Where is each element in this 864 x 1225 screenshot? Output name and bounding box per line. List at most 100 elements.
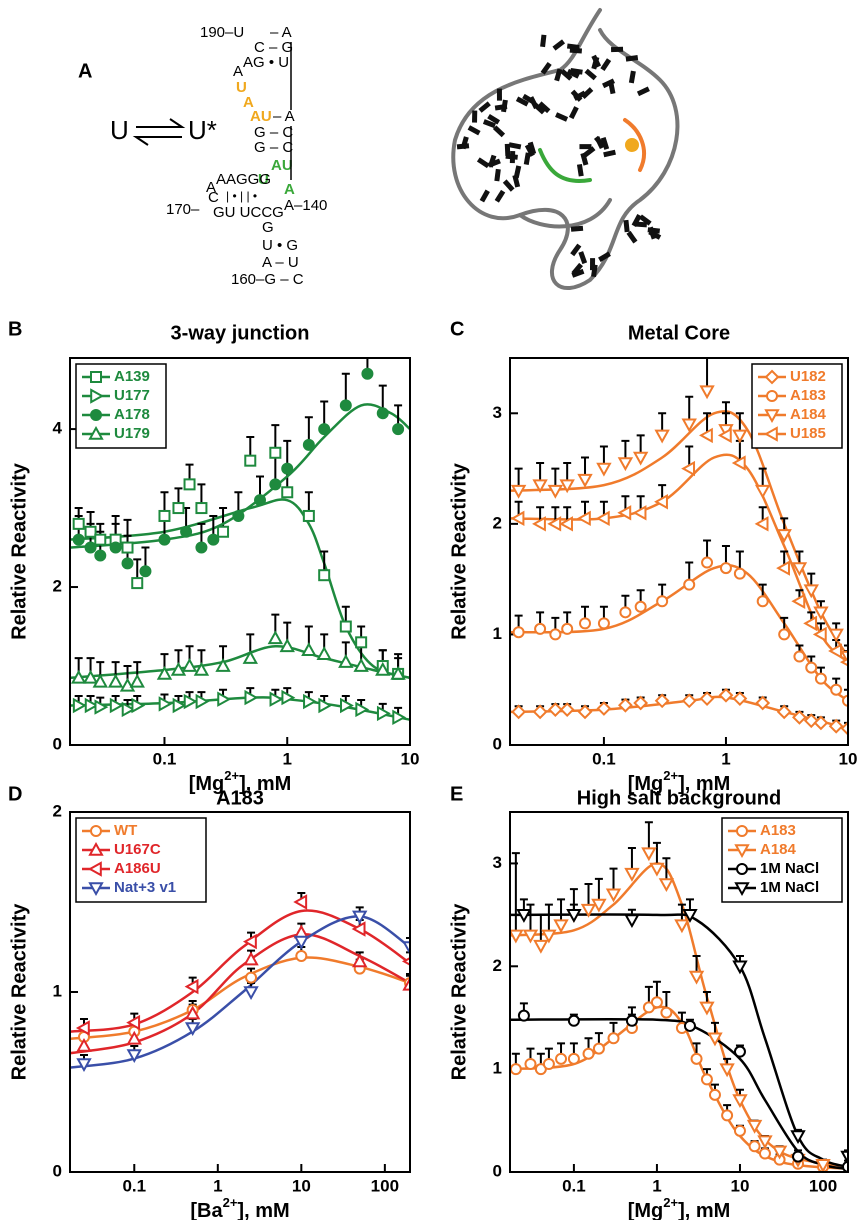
marker: [269, 446, 282, 459]
marker: [318, 569, 331, 582]
base: [568, 106, 579, 120]
marker: [254, 494, 267, 507]
marker: [512, 626, 525, 639]
marker: [632, 505, 647, 521]
equilibrium-arrows: [132, 118, 186, 146]
error-bar: [406, 937, 410, 947]
panel-a: A U U* 190–U – A C – G AG • U A U A AU –…: [78, 8, 680, 291]
marker: [84, 697, 99, 714]
x-axis-label-part: [Mg: [628, 773, 664, 795]
marker: [736, 863, 748, 875]
marker: [803, 584, 819, 599]
base: [533, 102, 546, 115]
marker: [129, 673, 145, 688]
legend-label: U185: [790, 425, 826, 442]
marker: [90, 388, 105, 404]
backbone: [451, 8, 680, 291]
marker: [121, 541, 134, 554]
chart: B 3-way junction Relative Reactivity [Mg2+]…: [8, 318, 419, 795]
base: [602, 78, 616, 89]
marker: [641, 847, 657, 862]
marker: [828, 628, 844, 643]
marker: [318, 697, 333, 714]
x-axis-label: [Mg2+], mM: [628, 1195, 731, 1220]
base: [505, 153, 518, 160]
error-bar: [511, 852, 520, 936]
base: [540, 61, 552, 75]
chart-title: Metal Core: [628, 322, 730, 344]
marker: [719, 562, 732, 575]
marker: [90, 371, 102, 383]
x-axis-label-part: ], mM: [678, 1200, 730, 1220]
marker: [293, 935, 310, 950]
marker: [532, 516, 546, 532]
legend-label: WT: [114, 822, 137, 839]
legend-label: A183: [790, 387, 826, 404]
base: [502, 179, 515, 192]
orange-region: [623, 118, 646, 172]
error-bar: [406, 951, 410, 962]
marker: [733, 1124, 746, 1137]
marker: [595, 510, 610, 527]
base: [584, 68, 597, 81]
marker: [577, 704, 593, 720]
legend: WT U167C A186U Nat+3 v1: [75, 817, 207, 903]
marker: [699, 1001, 715, 1016]
marker: [567, 1052, 580, 1065]
marker: [352, 910, 368, 925]
marker: [656, 595, 669, 608]
marker: [748, 1140, 761, 1153]
marker: [764, 369, 780, 385]
x-axis-label-part: [Mg: [189, 773, 225, 795]
marker: [316, 646, 332, 660]
base: [647, 226, 657, 240]
marker: [746, 1119, 763, 1134]
base: [638, 214, 652, 226]
x-tick-label: 100: [371, 1176, 399, 1195]
base: [494, 168, 501, 182]
marker: [242, 650, 258, 664]
y-tick-label: 0: [493, 734, 502, 753]
marker: [244, 689, 259, 706]
marker: [281, 486, 294, 499]
marker: [793, 650, 806, 663]
marker: [172, 502, 185, 515]
marker: [542, 1058, 555, 1070]
marker: [842, 1160, 848, 1172]
marker: [126, 1030, 142, 1045]
marker: [340, 697, 354, 714]
y-tick-label: 2: [493, 513, 502, 532]
marker: [776, 529, 792, 543]
marker: [532, 479, 548, 494]
marker: [814, 672, 827, 685]
nt: U: [236, 79, 247, 96]
marker: [281, 462, 294, 475]
marker: [559, 479, 575, 494]
marker: [88, 841, 104, 856]
marker: [281, 689, 296, 706]
marker: [597, 617, 610, 630]
marker: [72, 533, 85, 546]
x-tick-label: 0.1: [153, 749, 177, 768]
marker: [758, 1147, 771, 1160]
marker: [376, 705, 391, 722]
nt: 190–U: [200, 24, 244, 41]
nt: U: [258, 171, 269, 188]
y-tick-label: 3: [493, 403, 502, 422]
marker: [107, 673, 124, 688]
marker: [555, 1052, 568, 1065]
marker: [355, 701, 370, 718]
legend-label: A184: [760, 841, 797, 858]
panel-label: B: [8, 318, 22, 340]
x-tick-label: 0.1: [122, 1176, 146, 1195]
base: [576, 163, 584, 177]
marker: [803, 615, 818, 632]
marker: [717, 427, 732, 444]
marker: [766, 390, 778, 402]
marker: [351, 921, 366, 937]
marker: [76, 1058, 92, 1073]
superscript: 2+: [223, 1195, 238, 1210]
marker: [195, 693, 210, 710]
